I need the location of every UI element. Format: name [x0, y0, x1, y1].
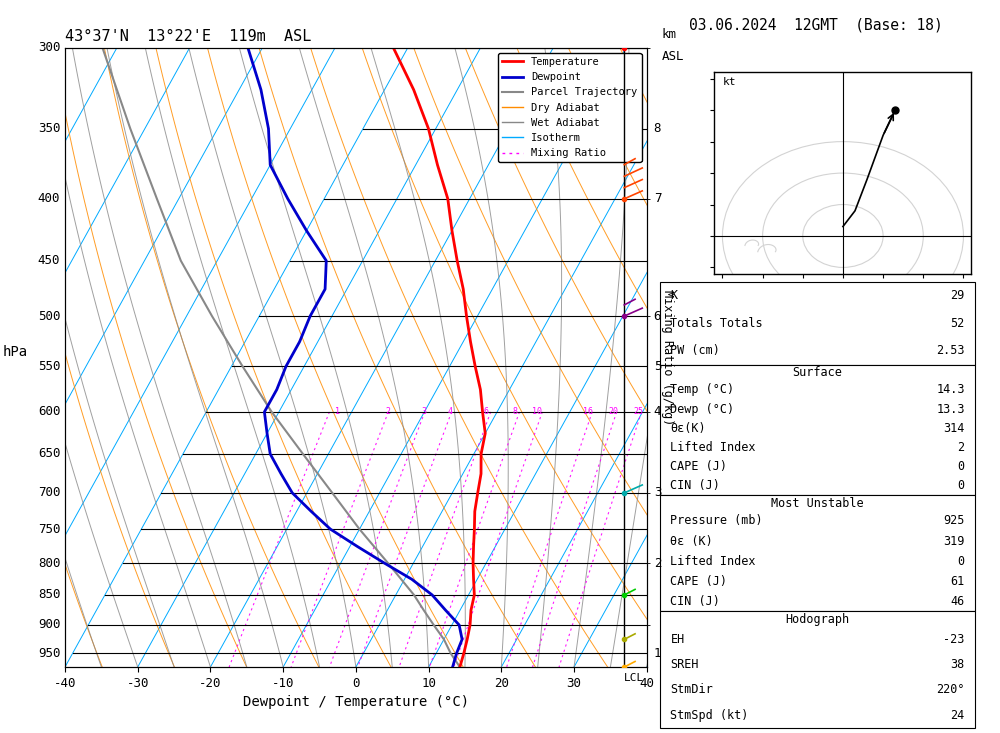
X-axis label: Dewpoint / Temperature (°C): Dewpoint / Temperature (°C) [243, 696, 469, 710]
Text: 7: 7 [654, 192, 661, 205]
Y-axis label: Mixing Ratio (g/kg): Mixing Ratio (g/kg) [661, 290, 674, 425]
Text: 46: 46 [950, 594, 965, 608]
Text: 550: 550 [38, 360, 60, 372]
Text: θε (K): θε (K) [670, 534, 713, 548]
Text: ASL: ASL [661, 50, 684, 63]
Text: 4: 4 [654, 405, 661, 419]
Text: 24: 24 [950, 709, 965, 721]
Text: EH: EH [670, 633, 685, 646]
Text: Lifted Index: Lifted Index [670, 441, 756, 454]
Text: 5: 5 [654, 360, 661, 372]
Text: km: km [661, 29, 676, 42]
Text: 750: 750 [38, 523, 60, 536]
Text: θε(K): θε(K) [670, 421, 706, 435]
Text: 52: 52 [950, 317, 965, 330]
Text: Totals Totals: Totals Totals [670, 317, 763, 330]
Text: Temp (°C): Temp (°C) [670, 383, 735, 397]
FancyBboxPatch shape [660, 496, 975, 611]
Polygon shape [624, 32, 642, 48]
Text: StmSpd (kt): StmSpd (kt) [670, 709, 749, 721]
Text: CAPE (J): CAPE (J) [670, 575, 727, 588]
Text: 8: 8 [513, 408, 518, 416]
Text: 2: 2 [386, 408, 391, 416]
Text: Most Unstable: Most Unstable [771, 497, 864, 509]
Text: 61: 61 [950, 575, 965, 588]
Text: 16: 16 [583, 408, 593, 416]
Text: 500: 500 [38, 309, 60, 323]
Text: 650: 650 [38, 447, 60, 460]
Text: K: K [670, 289, 678, 302]
Text: 43°37'N  13°22'E  119m  ASL: 43°37'N 13°22'E 119m ASL [65, 29, 311, 44]
Text: 700: 700 [38, 487, 60, 499]
Legend: Temperature, Dewpoint, Parcel Trajectory, Dry Adiabat, Wet Adiabat, Isotherm, Mi: Temperature, Dewpoint, Parcel Trajectory… [498, 53, 642, 163]
Text: 38: 38 [950, 658, 965, 671]
Text: 950: 950 [38, 647, 60, 660]
Text: kt: kt [722, 77, 736, 87]
FancyBboxPatch shape [660, 365, 975, 496]
Text: 450: 450 [38, 254, 60, 268]
Text: 314: 314 [943, 421, 965, 435]
FancyBboxPatch shape [660, 281, 975, 365]
Text: 300: 300 [38, 41, 60, 54]
Text: LCL: LCL [624, 673, 644, 683]
Text: 400: 400 [38, 192, 60, 205]
Text: 2: 2 [654, 556, 661, 570]
Text: 3: 3 [654, 487, 661, 499]
Text: PW (cm): PW (cm) [670, 345, 720, 358]
Text: Surface: Surface [793, 366, 843, 379]
Text: Lifted Index: Lifted Index [670, 555, 756, 567]
Text: Dewp (°C): Dewp (°C) [670, 402, 735, 416]
Text: 2: 2 [958, 441, 965, 454]
Text: CIN (J): CIN (J) [670, 479, 720, 493]
Text: 220°: 220° [936, 683, 965, 696]
Text: hPa: hPa [2, 345, 28, 359]
Text: -23: -23 [943, 633, 965, 646]
Text: Pressure (mb): Pressure (mb) [670, 515, 763, 528]
Text: 4: 4 [447, 408, 452, 416]
Text: 14.3: 14.3 [936, 383, 965, 397]
Text: 6: 6 [484, 408, 489, 416]
Text: CIN (J): CIN (J) [670, 594, 720, 608]
Text: StmDir: StmDir [670, 683, 713, 696]
Text: 20: 20 [608, 408, 618, 416]
Text: 900: 900 [38, 619, 60, 631]
Text: 25: 25 [634, 408, 644, 416]
FancyBboxPatch shape [660, 611, 975, 728]
Text: 1: 1 [335, 408, 340, 416]
Text: 600: 600 [38, 405, 60, 419]
Text: 0: 0 [958, 460, 965, 474]
Text: 13.3: 13.3 [936, 402, 965, 416]
Text: 6: 6 [654, 309, 661, 323]
Text: 8: 8 [654, 122, 661, 135]
Text: 319: 319 [943, 534, 965, 548]
Text: 850: 850 [38, 589, 60, 602]
Text: 0: 0 [958, 479, 965, 493]
Text: SREH: SREH [670, 658, 699, 671]
Text: Hodograph: Hodograph [786, 613, 850, 625]
Text: CAPE (J): CAPE (J) [670, 460, 727, 474]
Text: 1: 1 [654, 647, 661, 660]
Text: 2.53: 2.53 [936, 345, 965, 358]
Text: 0: 0 [958, 555, 965, 567]
Text: 925: 925 [943, 515, 965, 528]
Text: 03.06.2024  12GMT  (Base: 18): 03.06.2024 12GMT (Base: 18) [689, 17, 943, 32]
Text: 29: 29 [950, 289, 965, 302]
Text: 800: 800 [38, 556, 60, 570]
Text: 10: 10 [532, 408, 542, 416]
Text: 3: 3 [422, 408, 427, 416]
Text: 350: 350 [38, 122, 60, 135]
